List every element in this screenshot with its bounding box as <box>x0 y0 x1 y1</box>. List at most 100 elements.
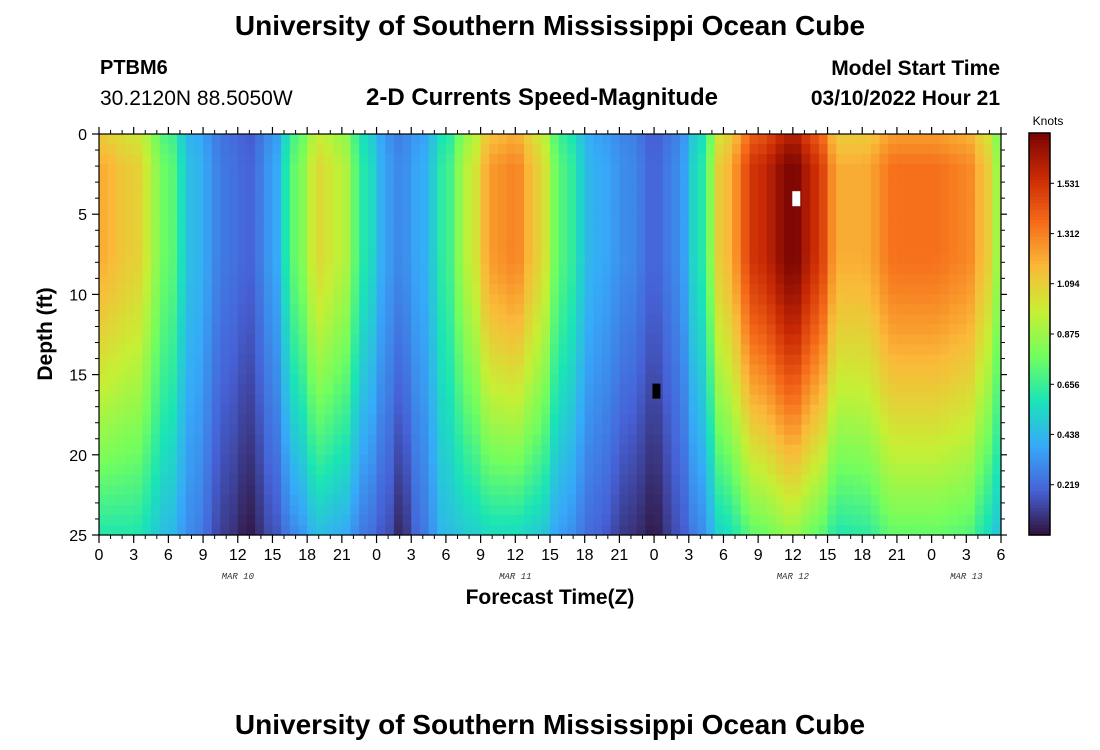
heatmap-cell <box>333 424 343 436</box>
heatmap-cell <box>116 164 126 175</box>
heatmap-cell <box>922 274 933 285</box>
heatmap-cell <box>385 434 395 446</box>
heatmap-cell <box>385 494 395 506</box>
heatmap-cell <box>992 284 1002 295</box>
heatmap-cell <box>940 434 950 446</box>
heatmap-cell <box>315 184 326 195</box>
heatmap-cell <box>948 334 959 346</box>
heatmap-cell <box>341 164 352 175</box>
heatmap-cell <box>714 384 725 396</box>
heatmap-cell <box>341 264 352 275</box>
heatmap-cell <box>688 424 699 436</box>
heatmap-cell <box>515 234 525 245</box>
heatmap-cell <box>255 294 265 306</box>
heatmap-cell <box>437 444 447 456</box>
heatmap-cell <box>853 304 863 316</box>
heatmap-cell <box>168 454 178 466</box>
heatmap-cell <box>836 144 846 155</box>
heatmap-cell <box>818 524 829 536</box>
heatmap-cell <box>654 304 664 316</box>
heatmap-cell <box>506 294 516 306</box>
heatmap-cell <box>723 354 733 366</box>
heatmap-cell <box>220 474 230 486</box>
heatmap-cell <box>966 284 976 295</box>
heatmap-cell <box>940 164 950 175</box>
heatmap-cell <box>315 334 326 346</box>
heatmap-cell <box>758 234 768 245</box>
colorbar-segment <box>1029 468 1050 472</box>
heatmap-cell <box>168 524 178 536</box>
heatmap-cell <box>775 204 785 215</box>
y-tick-label: 0 <box>78 127 87 144</box>
heatmap-cell <box>159 204 169 215</box>
colorbar-segment <box>1029 344 1050 348</box>
heatmap-cell <box>775 194 785 205</box>
heatmap-cell <box>827 254 837 265</box>
heatmap-cell <box>350 224 360 235</box>
heatmap-cell <box>385 524 395 536</box>
heatmap-cell <box>419 434 430 446</box>
heatmap-cell <box>445 374 456 386</box>
heatmap-cell <box>194 144 204 155</box>
y-tick-label: 5 <box>78 207 87 224</box>
heatmap-cell <box>506 354 516 366</box>
heatmap-cell <box>116 264 126 275</box>
heatmap-cell <box>289 484 300 496</box>
heatmap-cell <box>298 394 308 406</box>
heatmap-cell <box>619 214 629 225</box>
heatmap-cell <box>550 164 560 175</box>
heatmap-cell <box>671 184 681 195</box>
heatmap-cell <box>497 204 508 215</box>
heatmap-cell <box>515 524 525 536</box>
heatmap-cell <box>654 424 664 436</box>
heatmap-cell <box>784 194 794 205</box>
heatmap-cell <box>99 514 109 526</box>
heatmap-cell <box>723 204 733 215</box>
heatmap-cell <box>385 264 395 275</box>
heatmap-cell <box>714 464 725 476</box>
heatmap-cell <box>628 414 638 426</box>
heatmap-cell <box>740 284 751 295</box>
heatmap-cell <box>602 364 612 376</box>
heatmap-cell <box>714 294 725 306</box>
heatmap-cell <box>116 154 126 165</box>
heatmap-cell <box>931 304 941 316</box>
heatmap-cell <box>307 214 317 225</box>
heatmap-cell <box>376 194 386 205</box>
heatmap-cell <box>99 384 109 396</box>
heatmap-cell <box>974 494 985 506</box>
heatmap-cell <box>523 304 534 316</box>
heatmap-cell <box>177 514 187 526</box>
heatmap-cell <box>307 154 317 165</box>
heatmap-cell <box>775 474 785 486</box>
heatmap-cell <box>558 284 568 295</box>
heatmap-cell <box>697 314 707 326</box>
heatmap-cell <box>740 204 751 215</box>
heatmap-cell <box>558 164 568 175</box>
heatmap-cell <box>896 474 907 486</box>
heatmap-cell <box>107 184 117 195</box>
heatmap-cell <box>359 434 369 446</box>
heatmap-cell <box>966 184 976 195</box>
heatmap-cell <box>628 144 638 155</box>
heatmap-cell <box>341 334 352 346</box>
heatmap-cell <box>367 394 378 406</box>
heatmap-cell <box>402 274 412 285</box>
heatmap-cell <box>602 514 612 526</box>
heatmap-cell <box>541 494 551 506</box>
heatmap-cell <box>168 474 178 486</box>
heatmap-cell <box>324 524 334 536</box>
heatmap-cell <box>393 144 404 155</box>
heatmap-cell <box>810 214 820 225</box>
heatmap-cell <box>194 164 204 175</box>
heatmap-cell <box>454 164 464 175</box>
heatmap-cell <box>177 464 187 476</box>
heatmap-cell <box>255 504 265 516</box>
heatmap-cell <box>541 394 551 406</box>
heatmap-cell <box>263 174 274 185</box>
heatmap-cell <box>870 404 881 416</box>
heatmap-cell <box>107 234 117 245</box>
heatmap-cell <box>602 404 612 416</box>
heatmap-cell <box>203 214 213 225</box>
heatmap-cell <box>393 354 404 366</box>
